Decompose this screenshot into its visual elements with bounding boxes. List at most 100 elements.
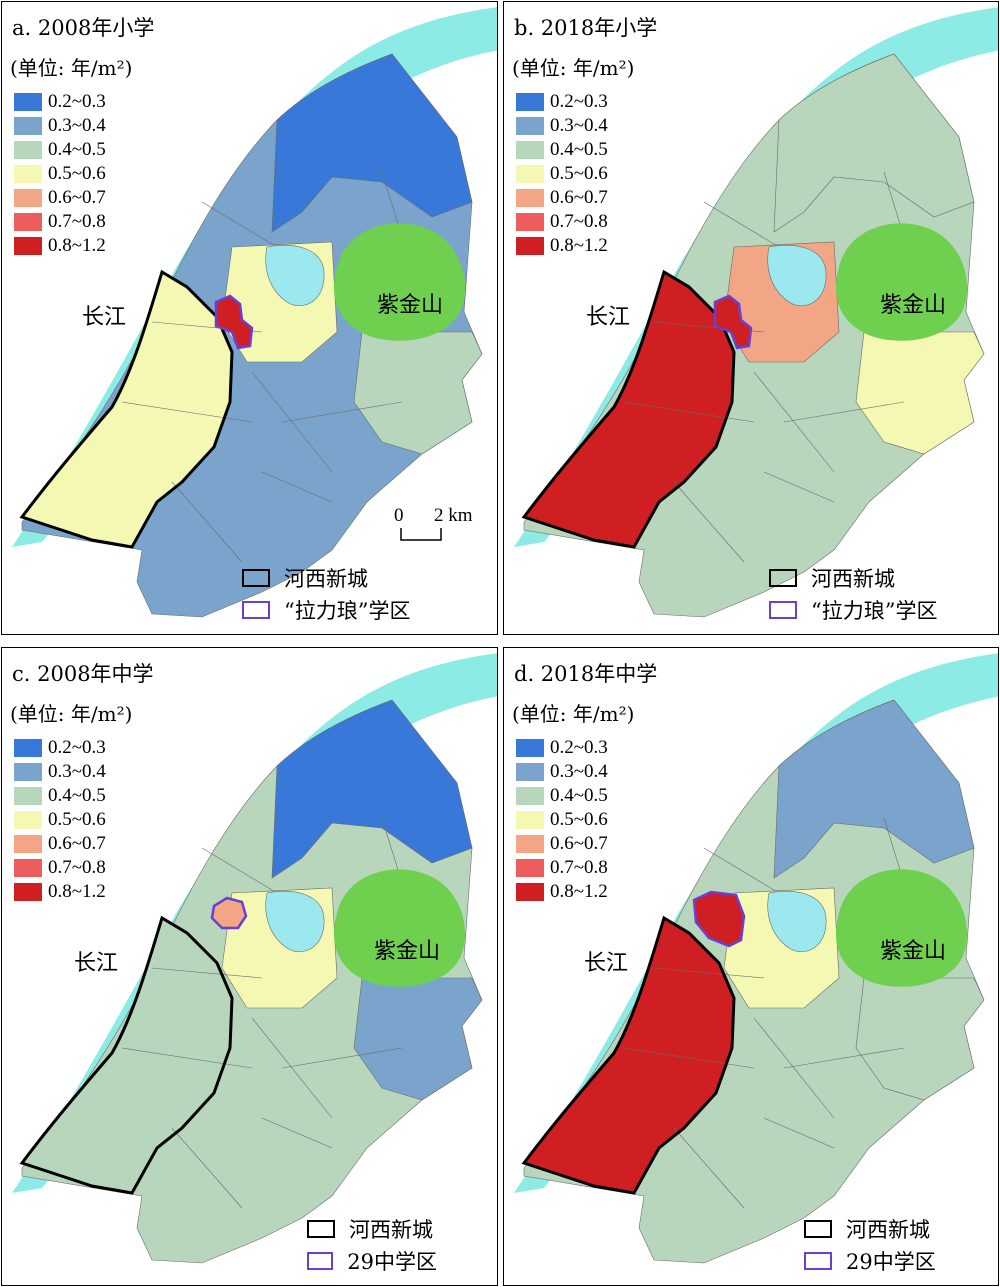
color-legend: 0.2~0.3 0.3~0.4 0.4~0.5 0.5~0.6 0.6~0.7 0.7~0… — [14, 736, 106, 904]
district-boundary — [623, 401, 755, 423]
district-boundary — [261, 1117, 333, 1149]
legend-label: 0.7~0.8 — [48, 857, 106, 878]
hexi-region — [22, 918, 232, 1193]
legend-item: 0.8~1.2 — [14, 234, 106, 258]
map-panel-d: d. 2018年中学 (单位: 年/m²) 0.2~0.3 0.3~0.4 0.4~… — [503, 647, 999, 1286]
legend-swatch — [14, 835, 42, 853]
legend-item: 0.2~0.3 — [14, 736, 106, 760]
legend-label: 0.4~0.5 — [550, 139, 608, 160]
school-district-outline — [214, 294, 254, 350]
north-region — [271, 699, 473, 879]
north-region — [773, 699, 975, 879]
legend-swatch — [516, 237, 544, 255]
legend-label: 0.2~0.3 — [550, 91, 608, 112]
legend-item: 0.2~0.3 — [516, 90, 608, 114]
legend-label: 0.8~1.2 — [550, 881, 608, 902]
legend-item: 0.5~0.6 — [14, 162, 106, 186]
legend-swatch — [516, 835, 544, 853]
legend-item: 0.4~0.5 — [14, 138, 106, 162]
boundary-legend: 河西新城 29中学区 — [804, 1213, 938, 1277]
school-district-outline — [210, 896, 248, 930]
district-boundary — [673, 481, 745, 563]
hexi-legend-swatch — [307, 1220, 335, 1238]
north-region — [773, 53, 975, 233]
legend-item: 0.7~0.8 — [14, 856, 106, 880]
legend-swatch — [14, 883, 42, 901]
district-boundary — [673, 1127, 745, 1209]
map-layers — [12, 653, 497, 1264]
map-panel-b: b. 2018年小学 (单位: 年/m²) 0.2~0.3 0.3~0.4 0.4~… — [503, 1, 999, 635]
panel-title: c. 2008年中学 — [12, 662, 154, 686]
hexi-legend-label: 河西新城 — [284, 567, 368, 591]
legend-swatch — [516, 811, 544, 829]
choropleth-map — [12, 7, 497, 618]
color-legend: 0.2~0.3 0.3~0.4 0.4~0.5 0.5~0.6 0.6~0.7 0.7~0… — [14, 90, 106, 258]
legend-item: 0.7~0.8 — [516, 210, 608, 234]
scale-bar — [399, 502, 443, 546]
legend-item: 0.7~0.8 — [516, 856, 608, 880]
district-boundary — [171, 481, 243, 563]
district-legend-label: “拉力琅”学区 — [811, 599, 938, 623]
district-boundary — [121, 401, 253, 423]
legend-swatch — [14, 213, 42, 231]
district-boundary — [763, 471, 835, 503]
legend-item: 0.6~0.7 — [516, 186, 608, 210]
district-boundary — [753, 1017, 835, 1119]
legend-item: 0.6~0.7 — [14, 186, 106, 210]
scale-label-zero: 0 — [394, 505, 404, 526]
legend-unit: (单位: 年/m²) — [512, 702, 635, 726]
choropleth-map — [514, 653, 998, 1264]
legend-unit: (单位: 年/m²) — [512, 56, 635, 80]
legend-swatch — [516, 141, 544, 159]
legend-item: 0.4~0.5 — [516, 138, 608, 162]
district-boundary — [753, 371, 835, 473]
choropleth-map — [12, 653, 497, 1264]
legend-swatch — [516, 165, 544, 183]
district-boundary — [281, 401, 403, 423]
river-label: 长江 — [586, 305, 631, 330]
lake-shape — [767, 244, 827, 307]
hexi-outline — [19, 915, 234, 1195]
hexi-legend-label: 河西新城 — [846, 1218, 930, 1242]
mountain-label: 紫金山 — [880, 939, 947, 964]
panel-title: d. 2018年中学 — [514, 662, 658, 686]
district-boundary — [261, 471, 333, 503]
district-boundary — [151, 967, 263, 979]
legend-swatch — [516, 859, 544, 877]
school-district-outline — [713, 294, 753, 350]
legend-item: 0.2~0.3 — [14, 90, 106, 114]
legend-label: 0.3~0.4 — [550, 761, 608, 782]
mountain-label: 紫金山 — [374, 939, 441, 964]
legend-swatch — [14, 811, 42, 829]
legend-swatch — [516, 739, 544, 757]
legend-swatch — [14, 141, 42, 159]
legend-label: 0.8~1.2 — [48, 235, 106, 256]
map-panel-c: c. 2008年中学 (单位: 年/m²) 0.2~0.3 0.3~0.4 0.4~… — [1, 647, 498, 1286]
district-legend-swatch — [307, 1252, 334, 1270]
mountain-label: 紫金山 — [377, 293, 444, 318]
legend-label: 0.6~0.7 — [48, 833, 106, 854]
district-legend-label: 29中学区 — [347, 1250, 437, 1274]
legend-label: 0.3~0.4 — [48, 761, 106, 782]
legend-swatch — [516, 787, 544, 805]
map-layers — [514, 7, 998, 618]
legend-swatch — [516, 213, 544, 231]
hexi-outline — [521, 915, 736, 1195]
hexi-outline — [521, 269, 736, 549]
mountain-label: 紫金山 — [880, 293, 947, 318]
legend-swatch — [14, 739, 42, 757]
mountain-shape — [333, 869, 466, 987]
east-region — [353, 331, 483, 455]
legend-item: 0.7~0.8 — [14, 210, 106, 234]
legend-label: 0.4~0.5 — [48, 139, 106, 160]
legend-label: 0.5~0.6 — [48, 809, 106, 830]
east-region — [855, 977, 985, 1101]
legend-swatch — [14, 93, 42, 111]
hexi-region — [524, 272, 734, 547]
boundary-legend: 河西新城 29中学区 — [307, 1213, 437, 1277]
legend-label: 0.7~0.8 — [550, 211, 608, 232]
map-layers — [12, 7, 497, 618]
legend-label: 0.5~0.6 — [550, 163, 608, 184]
district-legend-swatch — [769, 601, 797, 619]
legend-unit: (单位: 年/m²) — [10, 56, 133, 80]
